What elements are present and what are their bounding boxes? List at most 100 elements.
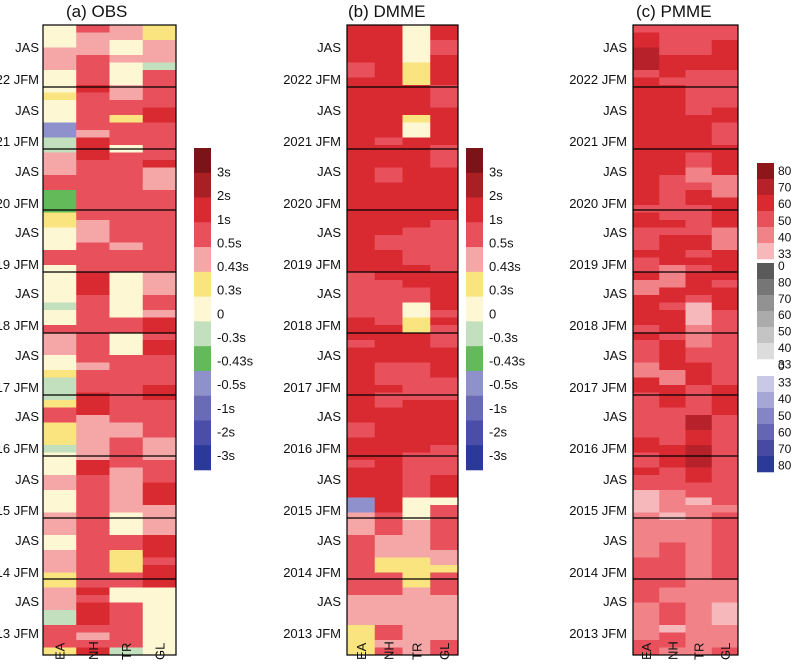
heatmap-cell — [43, 445, 77, 453]
heatmap-cell — [76, 647, 110, 656]
heatmap-cell — [659, 130, 686, 138]
colorbar-label: 0 — [217, 306, 224, 321]
heatmap-cell — [43, 32, 77, 41]
colorbar-label: -2s — [489, 424, 508, 439]
heatmap-cell — [374, 602, 403, 611]
heatmap-cell — [711, 512, 739, 521]
heatmap-cell — [430, 227, 459, 236]
heatmap-cell — [347, 595, 376, 603]
heatmap-cell — [430, 235, 459, 243]
heatmap-cell — [347, 92, 376, 101]
heatmap-cell — [685, 340, 713, 348]
heatmap-cell — [430, 572, 459, 581]
heatmap-cell — [142, 640, 177, 648]
heatmap-cell — [109, 40, 144, 48]
heatmap-cell — [633, 355, 660, 363]
heatmap-cell — [430, 430, 459, 438]
heatmap-cell — [76, 160, 110, 168]
heatmap-cell — [633, 167, 660, 176]
row-label: 2020 JFM — [283, 196, 341, 211]
heatmap-cell — [43, 92, 77, 101]
heatmap-cell — [347, 437, 376, 446]
heatmap-cell — [633, 332, 660, 341]
heatmap-cell — [142, 152, 177, 161]
heatmap-cell — [347, 100, 376, 108]
heatmap-cell — [374, 355, 403, 363]
heatmap-cell — [43, 340, 77, 348]
heatmap-cell — [633, 482, 660, 491]
heatmap-cell — [633, 340, 660, 348]
row-label: JAS — [317, 409, 341, 424]
heatmap-cell — [659, 355, 686, 363]
heatmap-cell — [347, 497, 376, 506]
heatmap-cell — [374, 250, 403, 258]
heatmap-cell — [685, 445, 713, 453]
plot-frame — [42, 24, 177, 656]
heatmap-cell — [659, 490, 686, 498]
row-label: 2016 JFM — [0, 441, 39, 456]
heatmap-cell — [711, 235, 739, 243]
colorbar-label: 40 — [778, 392, 792, 406]
heatmap-cell — [685, 347, 713, 356]
heatmap-cell — [43, 220, 77, 228]
heatmap-cell — [402, 385, 431, 393]
colorbar-label: 1s — [489, 212, 503, 227]
heatmap-cell — [347, 70, 376, 78]
heatmap-cell — [76, 317, 110, 326]
heatmap-cell — [685, 227, 713, 236]
heatmap-cell — [109, 347, 144, 356]
heatmap-cell — [711, 505, 739, 513]
heatmap-cell — [347, 572, 376, 581]
heatmap-cell — [109, 115, 144, 123]
heatmap-cell — [374, 32, 403, 41]
heatmap-cell — [711, 602, 739, 611]
heatmap-cell — [711, 610, 739, 618]
heatmap-cell — [659, 100, 686, 108]
heatmap-cell — [43, 122, 77, 131]
colorbar-label: 0.43s — [217, 259, 249, 274]
row-label: 2014 JFM — [569, 565, 627, 580]
heatmap-cell — [142, 565, 177, 573]
row-label: JAS — [15, 286, 39, 301]
heatmap-cell — [402, 505, 431, 513]
heatmap-cell — [711, 625, 739, 633]
heatmap-cell — [711, 152, 739, 161]
heatmap-cell — [402, 355, 431, 363]
heatmap-cell — [374, 137, 403, 146]
heatmap-cell — [402, 580, 431, 588]
colorbar-label: 0.3s — [217, 283, 242, 298]
colorbar-swatch — [757, 279, 774, 296]
heatmap-cell — [711, 190, 739, 198]
heatmap-cell — [685, 490, 713, 498]
heatmap-cell — [142, 550, 177, 558]
heatmap-cell — [43, 512, 77, 521]
heatmap-cell — [76, 422, 110, 431]
heatmap-cell — [109, 122, 144, 131]
heatmap-cell — [633, 347, 660, 356]
heatmap-cell — [43, 482, 77, 491]
heatmap-cell — [142, 325, 177, 333]
heatmap-cell — [633, 572, 660, 581]
heatmap-cell — [76, 197, 110, 206]
heatmap-cell — [109, 190, 144, 198]
heatmap-cell — [430, 317, 459, 326]
colorbar-swatch — [757, 263, 774, 280]
heatmap-cell — [76, 385, 110, 393]
heatmap-cell — [633, 610, 660, 618]
heatmap-cell — [374, 422, 403, 431]
column-label: GL — [437, 643, 452, 660]
heatmap-cell — [347, 362, 376, 371]
colorbar-swatch — [757, 163, 774, 180]
heatmap-cell — [109, 325, 144, 333]
heatmap-cell — [430, 25, 459, 33]
colorbar-swatch — [466, 370, 483, 396]
heatmap-cell — [109, 610, 144, 618]
heatmap-cell — [109, 370, 144, 378]
heatmap-cell — [711, 415, 739, 423]
heatmap-cell — [374, 572, 403, 581]
heatmap-cell — [633, 542, 660, 551]
colorbar-swatch — [757, 243, 774, 260]
colorbar-swatch — [757, 327, 774, 344]
colorbar-label: -3s — [489, 448, 508, 463]
heatmap-cell — [402, 482, 431, 491]
